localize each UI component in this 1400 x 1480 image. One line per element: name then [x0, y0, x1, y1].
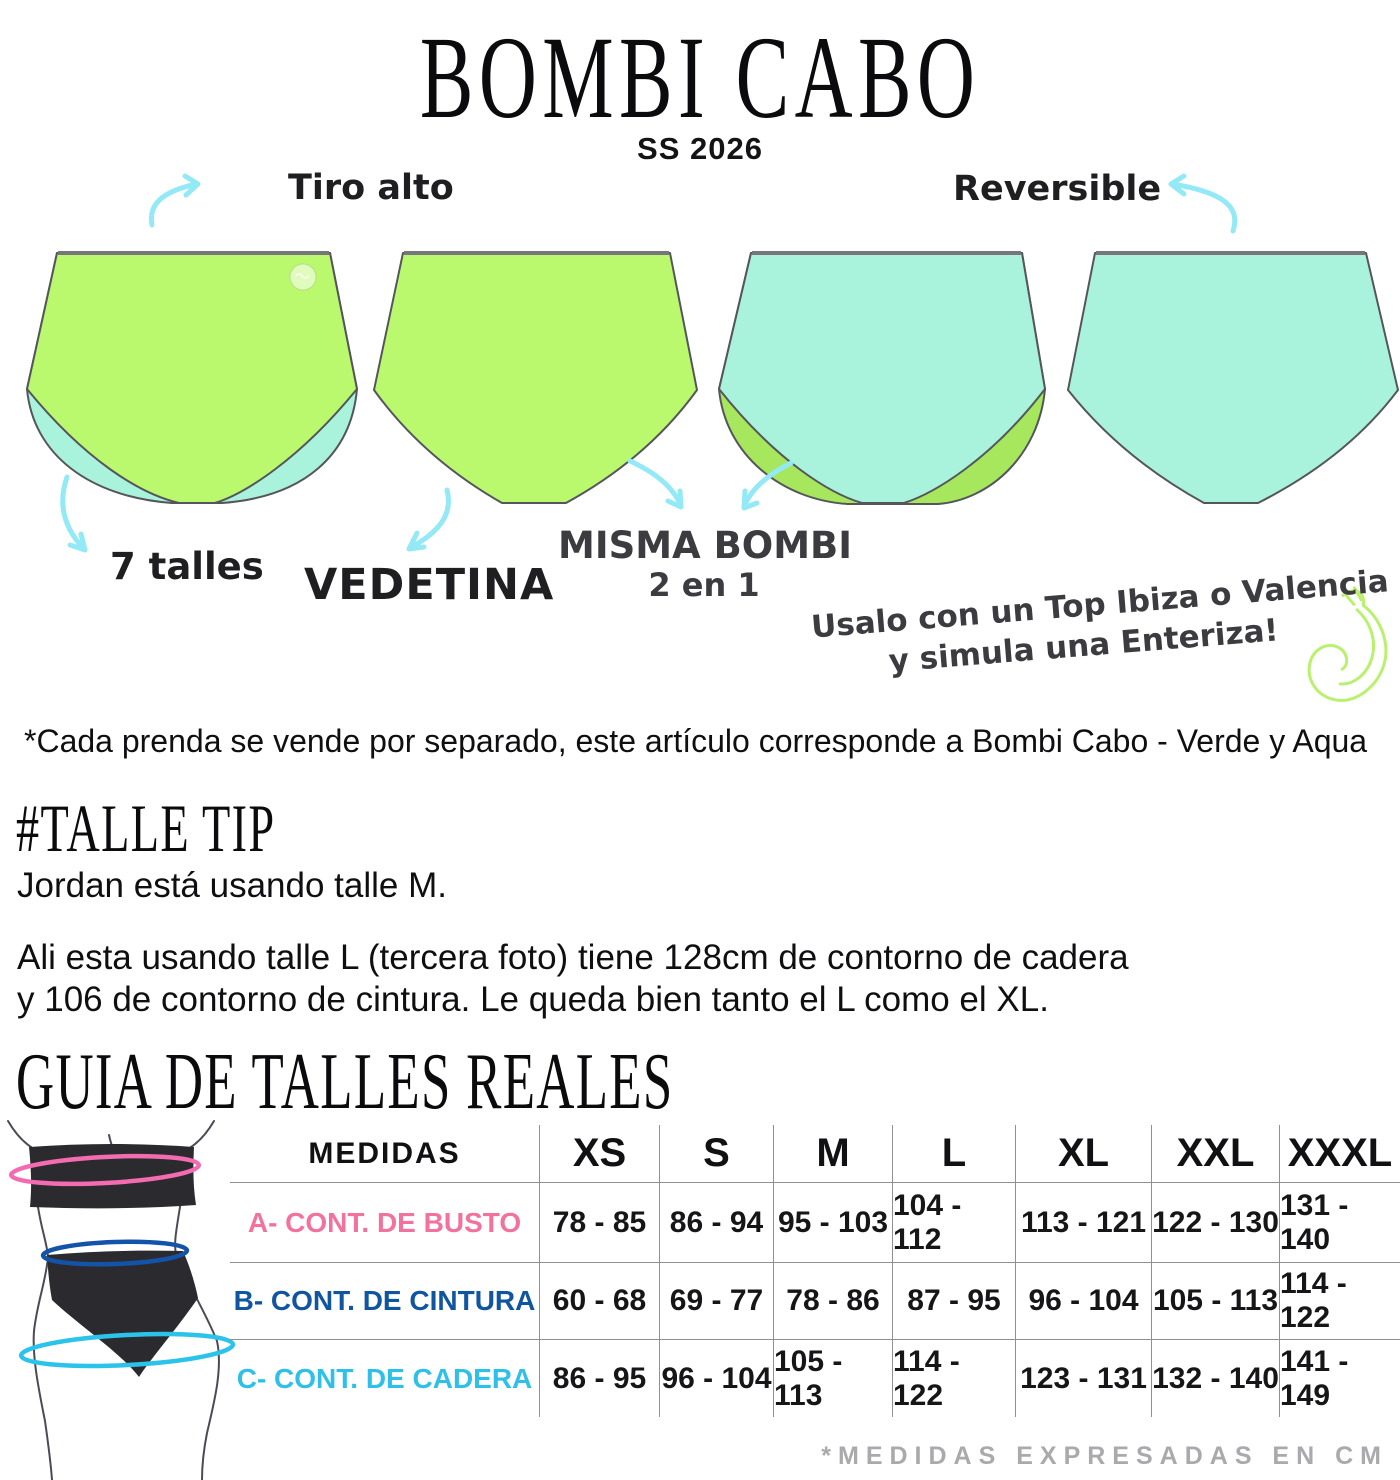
table-header-s: S: [660, 1125, 774, 1183]
table-header-xxl: XXL: [1152, 1125, 1280, 1183]
cadera-xxxl: 141 - 149: [1280, 1344, 1349, 1412]
table-header-medidas: MEDIDAS: [230, 1125, 540, 1183]
bust-ring-icon: [8, 1153, 202, 1187]
vedetina-label: VEDETINA: [304, 560, 555, 610]
aqua-back-shape: [1067, 252, 1399, 504]
cintura-xxxl: 114 - 122: [1280, 1263, 1400, 1340]
cintura-xs: 60 - 68: [540, 1263, 660, 1340]
page-title: BOMBI CABO: [0, 12, 1400, 143]
table-header-xl: XL: [1016, 1125, 1152, 1183]
bikini-back-aqua-illustration: [1067, 251, 1399, 504]
table-header-l: L: [893, 1125, 1016, 1183]
busto-xxl: 122 - 130: [1152, 1183, 1280, 1263]
waist-ring-icon: [40, 1239, 190, 1267]
siete-talles-arrow-icon: [60, 474, 88, 553]
row-label-busto: A- CONT. DE BUSTO: [230, 1183, 540, 1263]
vedetina-arrow-icon: [406, 487, 451, 552]
reversible-arrow-icon: [1168, 173, 1238, 234]
talle-tip-heading: #TALLE TIP: [16, 794, 398, 862]
misma-bombi-left-arrow-icon: [627, 458, 684, 510]
brand-tag-scribble: [295, 273, 310, 279]
cm-footnote: *MEDIDAS EXPRESADAS EN CM: [821, 1442, 1388, 1470]
busto-xxxl: 131 - 140: [1280, 1183, 1400, 1263]
reversible-label: Reversible: [953, 169, 1162, 209]
cadera-xl: 123 - 131: [1016, 1340, 1152, 1417]
talle-tip-line-1: Jordan está usando talle M.: [17, 866, 447, 905]
bikini-front-green-illustration: [26, 251, 358, 504]
cadera-xs: 86 - 95: [540, 1340, 660, 1417]
misma-bombi-label: MISMA BOMBI: [558, 524, 853, 567]
cintura-xxl: 105 - 113: [1152, 1263, 1280, 1340]
siete-talles-label: 7 talles: [110, 545, 264, 588]
cadera-xxl: 132 - 140: [1152, 1340, 1280, 1417]
green-back-shape: [373, 252, 698, 504]
busto-l: 104 - 112: [893, 1183, 1016, 1263]
row-label-cadera: C- CONT. DE CADERA: [230, 1340, 540, 1417]
bikini-back-green-illustration: [373, 251, 698, 504]
cadera-s: 96 - 104: [660, 1340, 774, 1417]
cintura-xl: 96 - 104: [1016, 1263, 1152, 1340]
page-title-text: BOMBI CABO: [419, 12, 981, 143]
tiro-alto-arrow-icon: [148, 173, 201, 228]
green-front-panel-shape: [26, 252, 358, 504]
table-header-xs: XS: [540, 1125, 660, 1183]
talle-tip-heading-text: #TALLE TIP: [16, 790, 276, 866]
cintura-l: 87 - 95: [893, 1263, 1016, 1340]
misma-bombi-sub-label: 2 en 1: [648, 566, 760, 604]
cadera-l: 114 - 122: [893, 1340, 1016, 1417]
bikini-bottom-shape: [47, 1250, 198, 1377]
size-guide-heading-text: GUIA DE TALLES REALES: [16, 1038, 674, 1126]
hip-ring-icon: [18, 1331, 236, 1369]
row-label-cintura: B- CONT. DE CINTURA: [230, 1263, 540, 1340]
left-arm-line: [7, 1120, 32, 1148]
cintura-s: 69 - 77: [660, 1263, 774, 1340]
season-label: SS 2026: [637, 131, 763, 166]
busto-xl: 113 - 121: [1016, 1183, 1152, 1263]
misma-bombi-right-arrow-icon: [741, 460, 794, 511]
bikini-front-aqua-illustration: [718, 251, 1046, 505]
talle-tip-line-2: Ali esta usando talle L (tercera foto) t…: [17, 938, 1129, 977]
aqua-front-panel-shape: [718, 252, 1046, 504]
separate-sale-disclaimer: *Cada prenda se vende por separado, este…: [24, 723, 1368, 759]
cadera-m: 105 - 113: [774, 1340, 893, 1417]
size-guide-heading: GUIA DE TALLES REALES: [16, 1042, 1012, 1122]
right-arm-line: [190, 1120, 215, 1148]
right-body-line: [174, 1146, 220, 1480]
shell-icon: [1307, 586, 1388, 702]
cintura-m: 78 - 86: [774, 1263, 893, 1340]
busto-xs: 78 - 85: [540, 1183, 660, 1263]
body-figure-illustration: [7, 1120, 236, 1480]
tiro-alto-label: Tiro alto: [288, 168, 454, 208]
size-table: MEDIDAS XS S M L XL XXL XXXL A- CONT. DE…: [230, 1125, 1400, 1417]
talle-tip-line-3: y 106 de contorno de cintura. Le queda b…: [17, 980, 1049, 1019]
table-header-m: M: [774, 1125, 893, 1183]
table-header-xxxl: XXXL: [1280, 1125, 1400, 1183]
busto-s: 86 - 94: [660, 1183, 774, 1263]
busto-m: 95 - 103: [774, 1183, 893, 1263]
